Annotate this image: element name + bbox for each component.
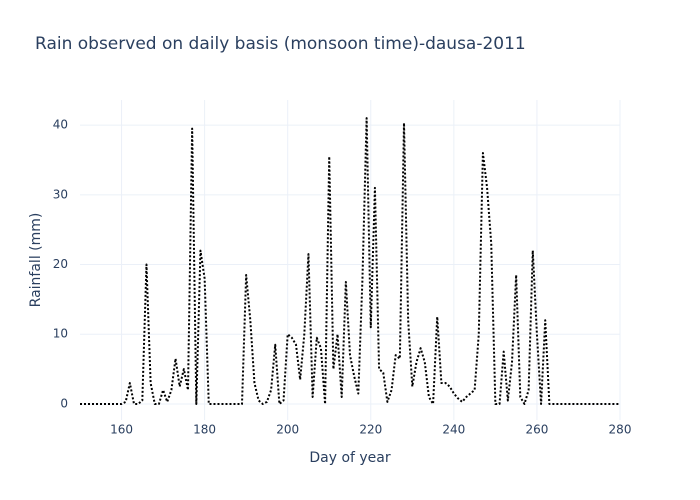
- x-tick-label: 260: [525, 423, 548, 437]
- x-tick-label: 200: [276, 423, 299, 437]
- y-tick-label: 0: [60, 396, 68, 410]
- x-tick-label: 180: [193, 423, 216, 437]
- y-tick-label: 40: [53, 118, 68, 132]
- x-tick-label: 280: [609, 423, 632, 437]
- y-tick-label: 30: [53, 187, 68, 201]
- x-tick-label: 160: [110, 423, 133, 437]
- data-line: [80, 117, 620, 405]
- y-tick-label: 20: [53, 257, 68, 271]
- y-axis-title: Rainfall (mm): [28, 213, 44, 308]
- chart-title: Rain observed on daily basis (monsoon ti…: [35, 34, 526, 54]
- y-tick-label: 10: [53, 327, 68, 341]
- x-tick-label: 240: [442, 423, 465, 437]
- x-axis-title: Day of year: [309, 450, 391, 466]
- x-tick-label: 220: [359, 423, 382, 437]
